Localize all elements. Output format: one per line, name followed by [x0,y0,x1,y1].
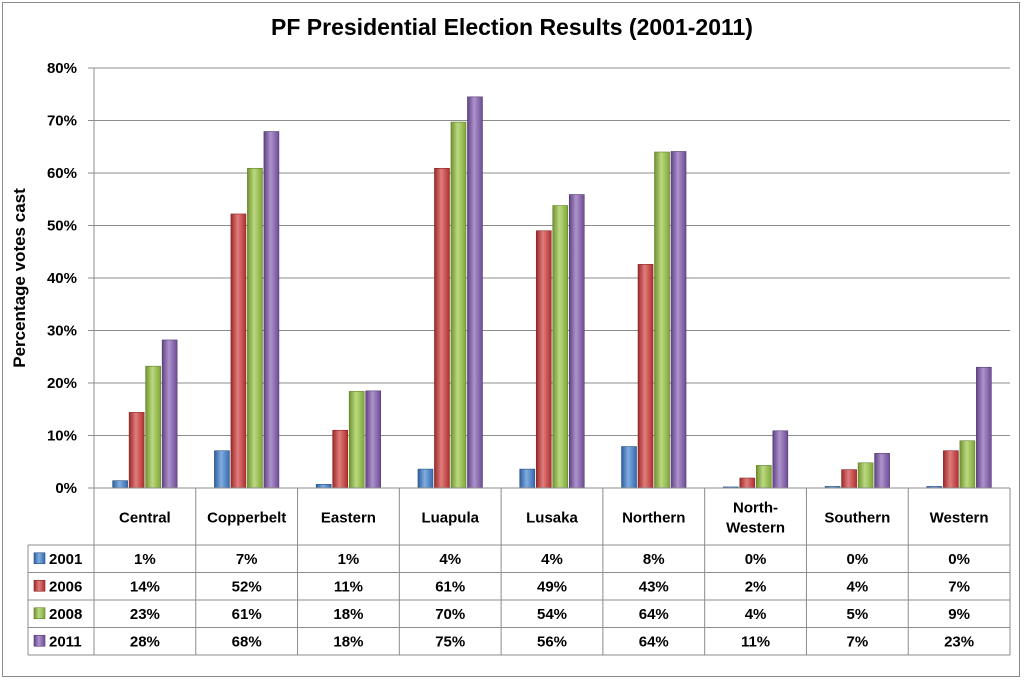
bar-2008-Eastern [348,391,365,489]
data-label-2008: 70% [435,606,465,623]
bar-2011-Western [976,366,992,489]
data-label-2008: 4% [745,606,767,623]
data-label-2001: 0% [948,551,970,568]
y-tick-label: 50% [47,218,77,235]
bar-2006-Luapula [434,167,450,489]
y-tick-label: 70% [47,113,77,130]
data-label-2001: 0% [745,551,767,568]
bar-2011-Luapula [467,96,483,489]
legend-label-2006: 2006 [49,578,82,595]
category-label: Copperbelt [207,510,286,527]
bar-2008-Southern [857,462,874,489]
legend-label-2008: 2008 [49,606,82,623]
data-label-2008: 5% [846,606,868,623]
data-label-2006: 61% [435,578,465,595]
data-label-2001: 7% [236,551,258,568]
data-label-2011: 75% [435,633,465,650]
bar-2011-Northern [670,151,687,489]
data-label-2008: 23% [130,606,160,623]
bar-2011-Lusaka [568,194,585,489]
chart-title: PF Presidential Election Results (2001-2… [271,14,753,40]
data-label-2001: 1% [134,551,156,568]
bar-2008-Central [145,365,161,489]
data-label-2008: 64% [639,606,669,623]
data-label-2006: 43% [639,578,669,595]
legend-label-2001: 2001 [49,551,82,568]
bar-2008-Lusaka [552,205,569,489]
category-label: North- [733,500,778,517]
data-label-2006: 11% [334,578,363,595]
data-label-2011: 28% [130,633,160,650]
bar-2001-Eastern [315,484,332,489]
category-label: Luapula [421,510,479,527]
category-label: Western [726,520,785,537]
data-label-2006: 49% [537,578,567,595]
data-label-2006: 4% [846,578,868,595]
bar-2011-Copperbelt [263,131,280,489]
bar-2001-Northern [621,446,637,489]
data-label-2001: 8% [643,551,665,568]
data-label-2006: 14% [130,578,160,595]
legend-key-2001 [33,552,46,565]
data-label-2008: 54% [537,606,567,623]
data-label-2008: 9% [948,606,970,623]
bar-2011-Southern [874,453,890,489]
y-tick-label: 80% [47,60,77,77]
data-label-2011: 68% [232,633,262,650]
data-label-2011: 11% [741,633,770,650]
y-tick-label: 0% [55,480,77,497]
bar-2006-Copperbelt [230,213,247,489]
data-label-2006: 2% [745,578,767,595]
bar-2001-Central [112,480,128,489]
data-label-2006: 7% [948,578,970,595]
bar-2011-North-Western [772,430,789,489]
y-tick-label: 20% [47,375,77,392]
bar-2001-Luapula [417,468,434,489]
bar-2008-Northern [654,151,670,489]
bar-2006-Eastern [332,429,348,489]
legend-label-2011: 2011 [49,633,82,650]
bar-2006-Western [943,450,959,489]
bar-2011-Eastern [365,390,381,489]
y-tick-label: 60% [47,165,77,182]
bar-2006-Southern [841,469,857,489]
category-label: Southern [824,510,890,527]
category-label: Western [930,510,989,527]
category-label: Lusaka [526,510,578,527]
bar-2006-Northern [637,264,654,489]
data-label-2008: 61% [232,606,262,623]
data-label-2011: 18% [333,633,363,650]
data-label-2008: 18% [333,606,363,623]
bar-2001-Copperbelt [214,450,230,489]
bar-2006-Central [128,412,145,489]
data-label-2001: 4% [541,551,563,568]
data-label-2001: 0% [846,551,868,568]
data-label-2001: 1% [338,551,360,568]
legend-key-2008 [33,607,46,620]
legend-key-2006 [33,579,46,592]
bar-2008-Luapula [450,121,467,489]
data-label-2011: 7% [846,633,868,650]
data-label-2011: 64% [639,633,669,650]
data-label-2001: 4% [439,551,461,568]
bar-2006-Lusaka [535,230,552,489]
category-label: Northern [622,510,685,527]
bar-2008-North-Western [756,465,772,489]
data-label-2006: 52% [232,578,262,595]
data-label-2011: 56% [537,633,567,650]
y-tick-label: 30% [47,323,77,340]
data-label-2011: 23% [944,633,974,650]
category-label: Central [119,510,171,527]
y-tick-label: 10% [47,428,77,445]
bar-2011-Central [161,339,178,489]
bar-2008-Copperbelt [247,167,263,489]
bar-2001-Lusaka [519,468,536,489]
legend-key-2011 [33,634,46,647]
category-label: Eastern [321,510,376,527]
bar-2008-Western [959,440,976,489]
bar-2006-North-Western [739,477,756,489]
y-tick-label: 40% [47,270,77,287]
